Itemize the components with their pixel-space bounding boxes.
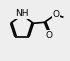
Text: O: O [52,10,59,19]
Text: O: O [46,31,53,40]
Text: NH: NH [15,9,28,18]
